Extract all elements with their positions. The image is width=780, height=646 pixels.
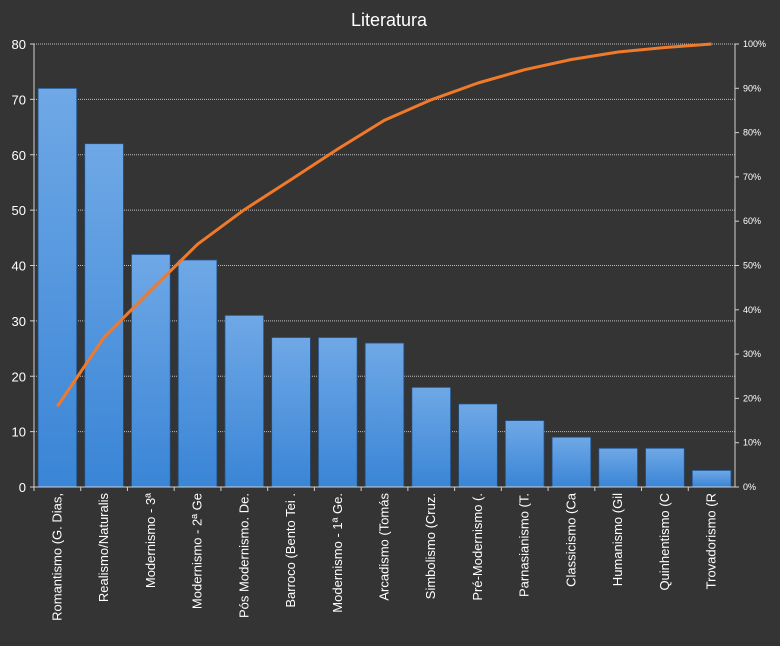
y2-tick-label: 10% bbox=[743, 438, 761, 448]
bar bbox=[504, 420, 545, 488]
y2-tick-label: 0% bbox=[743, 482, 756, 492]
bar bbox=[271, 337, 311, 488]
x-tick-label: Classicismo (Ca bbox=[563, 492, 578, 587]
bar bbox=[131, 254, 171, 488]
x-tick-label: Realismo/Naturalis bbox=[96, 493, 111, 603]
bar bbox=[458, 403, 498, 488]
bar bbox=[224, 314, 265, 488]
y2-tick-label: 50% bbox=[743, 261, 761, 271]
x-tick-label: Modernismo - 2ª Ge bbox=[190, 493, 205, 609]
bar bbox=[364, 342, 405, 488]
bar bbox=[411, 386, 452, 488]
x-tick-label: Quinhentismo (C bbox=[657, 493, 672, 591]
y-tick-label: 10 bbox=[12, 425, 26, 440]
x-tick-label: Humanismo (Gil bbox=[610, 493, 625, 586]
x-tick-label: Pré-Modernismo (. bbox=[470, 493, 485, 601]
bar bbox=[37, 87, 78, 488]
bar bbox=[551, 436, 592, 488]
y-tick-label: 50 bbox=[12, 203, 26, 218]
x-tick-label: Modernismo - 3ª bbox=[143, 493, 158, 588]
x-tick-label: Romantismo (G. Dias, bbox=[49, 493, 64, 621]
series-line bbox=[56, 42, 712, 408]
bars bbox=[37, 87, 732, 488]
x-tick-label: Parnasianismo (T. bbox=[517, 493, 532, 597]
y2-tick-label: 20% bbox=[743, 393, 761, 403]
bar bbox=[317, 337, 358, 488]
y-tick-label: 0 bbox=[19, 480, 26, 495]
bar bbox=[84, 143, 124, 488]
y-tick-label: 40 bbox=[12, 259, 26, 274]
x-tick-label: Simbolismo (Cruz. bbox=[423, 493, 438, 599]
x-tick-label: Trovadorismo (R bbox=[704, 493, 719, 589]
x-tick-label: Arcadismo (Tomás bbox=[377, 493, 392, 601]
y-tick-label: 30 bbox=[12, 314, 26, 329]
y2-tick-label: 80% bbox=[743, 128, 761, 138]
y-tick-label: 80 bbox=[12, 37, 26, 52]
y-tick-label: 20 bbox=[12, 369, 26, 384]
y2-tick-label: 40% bbox=[743, 305, 761, 315]
y2-tick-label: 100% bbox=[743, 39, 766, 49]
bar bbox=[598, 447, 638, 488]
bar bbox=[645, 447, 685, 488]
y2-tick-label: 60% bbox=[743, 216, 761, 226]
x-axis-ticks: Romantismo (G. Dias, Realismo/Naturalis Mo… bbox=[33, 487, 719, 621]
y-tick-label: 60 bbox=[12, 148, 26, 163]
cumulative-line bbox=[56, 42, 712, 408]
x-tick-label: Pós Modernismo. De. bbox=[236, 493, 251, 618]
y-tick-label: 70 bbox=[12, 92, 26, 107]
chart-title: Literatura bbox=[351, 10, 428, 30]
bar bbox=[177, 259, 218, 488]
x-tick-label: Barroco (Bento Tei . bbox=[283, 493, 298, 608]
y2-tick-label: 90% bbox=[743, 83, 761, 93]
y2-axis-ticks: 0% 10% 20% 30% 40% 50% 60% 70% 80% 90% 100% bbox=[735, 39, 766, 492]
y2-tick-label: 30% bbox=[743, 349, 761, 359]
y2-tick-label: 70% bbox=[743, 172, 761, 182]
x-tick-label: Modernismo - 1ª Ge. bbox=[330, 493, 345, 613]
y-axis-ticks: 0 10 20 30 40 50 60 70 80 bbox=[12, 37, 34, 495]
bar bbox=[691, 469, 732, 488]
